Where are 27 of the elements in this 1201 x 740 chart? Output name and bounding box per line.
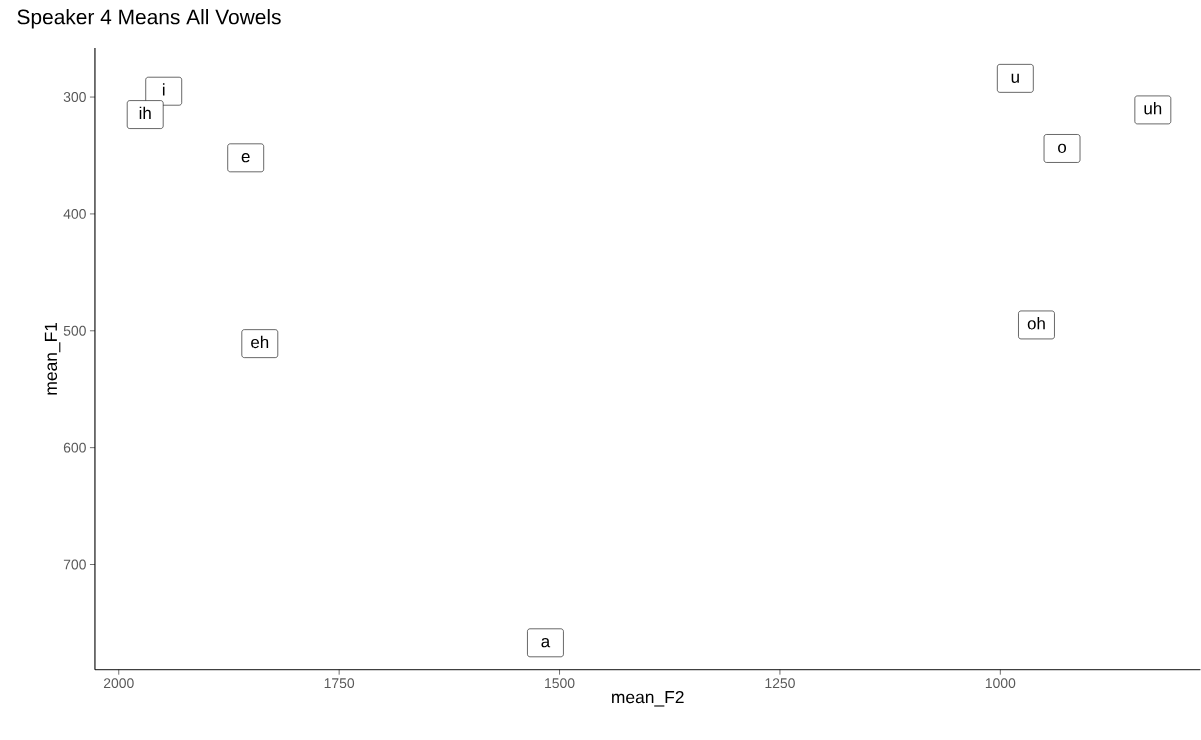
y-tick-label: 400	[63, 209, 86, 220]
data-label: oh	[1027, 317, 1045, 330]
data-label: ih	[139, 106, 151, 120]
chart-title: Speaker 4 Means All Vowels	[17, 9, 281, 29]
data-label: eh	[251, 335, 269, 349]
y-tick-label: 600	[63, 442, 86, 453]
point	[997, 64, 1034, 93]
data-label: u	[1011, 73, 1019, 84]
point	[1043, 134, 1081, 163]
point	[227, 143, 264, 173]
x-axis-title: mean_F2	[612, 691, 684, 707]
data-label: a	[541, 638, 551, 648]
x-tick-label: 1000	[985, 678, 1016, 689]
x-tick-label: 1250	[765, 678, 795, 689]
x-tick-label: 2000	[103, 678, 134, 689]
point	[527, 628, 564, 658]
x-tick-label: 1750	[324, 678, 355, 689]
y-tick-label: 500	[63, 326, 86, 336]
x-tick-label: 1500	[545, 678, 575, 689]
data-label: i	[162, 83, 165, 96]
y-tick-label: 300	[63, 92, 86, 103]
data-label: o	[1058, 143, 1067, 154]
data-label: uh	[1144, 102, 1162, 115]
point	[145, 77, 182, 106]
y-tick-label: 700	[63, 559, 86, 570]
data-label: e	[241, 153, 250, 163]
y-axis-title: mean_F1	[44, 323, 61, 395]
